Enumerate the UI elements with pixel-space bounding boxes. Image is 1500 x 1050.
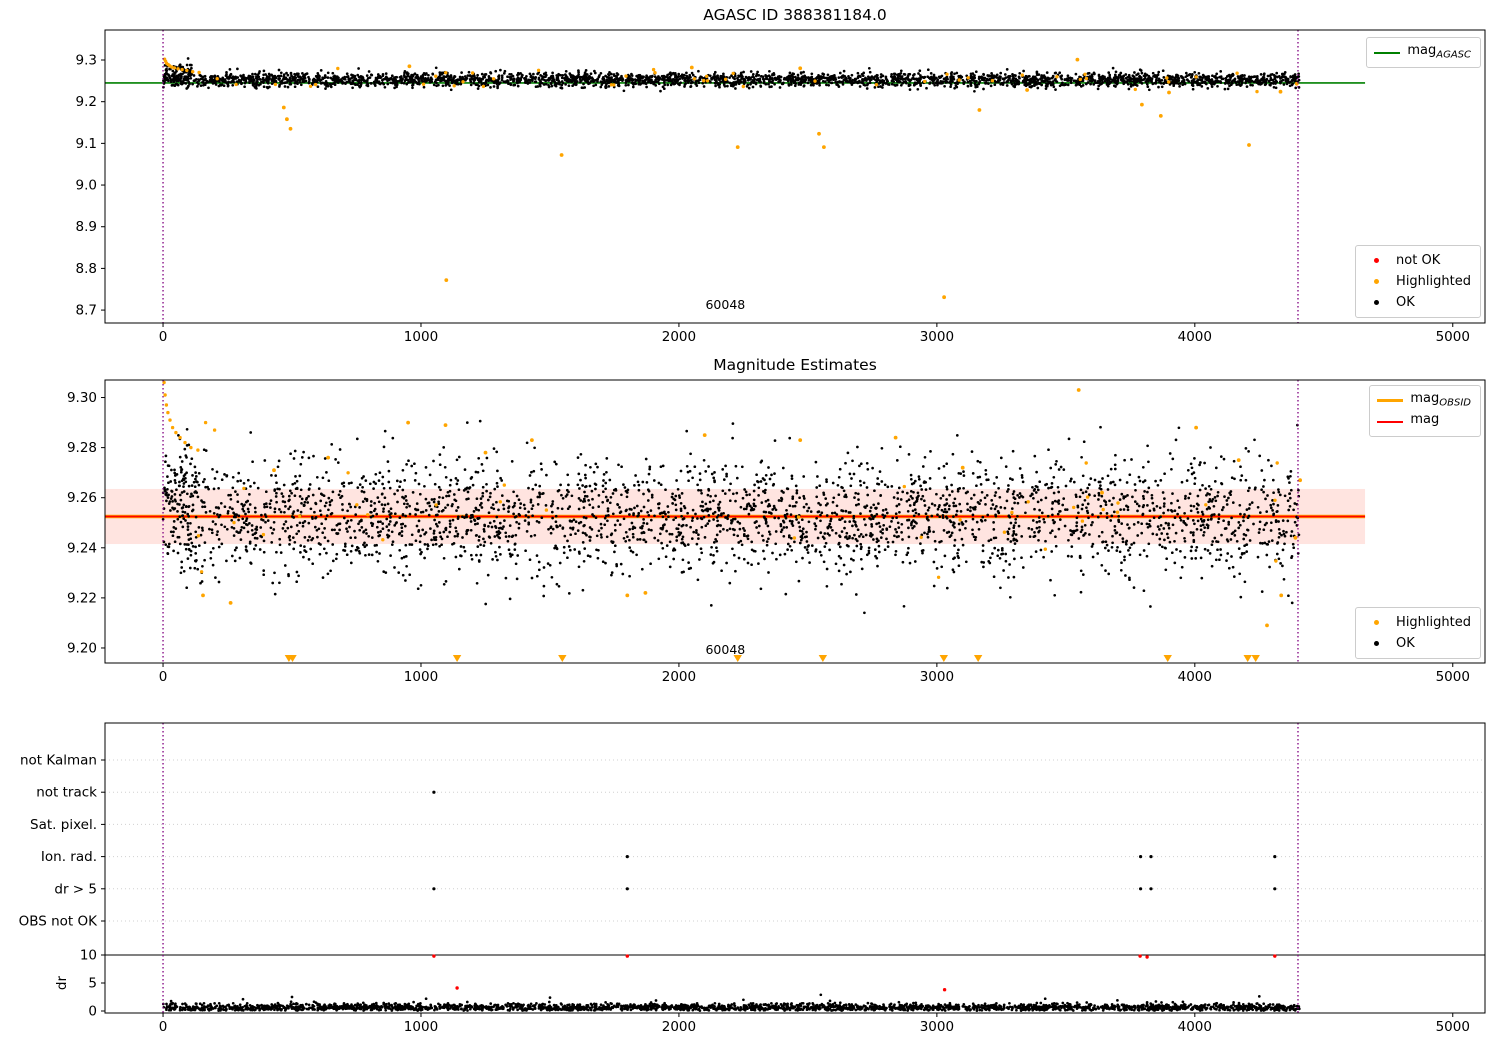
svg-text:9.30: 9.30 xyxy=(67,390,97,406)
legend-label-mag-agasc: magAGASC xyxy=(1407,42,1471,61)
legend-label-mag: mag xyxy=(1410,411,1440,427)
mag-obsid-line-sample xyxy=(1377,399,1404,402)
legend-p2-markers: Highlighted OK xyxy=(1355,607,1481,659)
legend-label-ok-2: OK xyxy=(1396,636,1415,651)
mag-agasc-line-sample xyxy=(1374,51,1401,54)
not-ok-marker-sample xyxy=(1363,258,1389,263)
svg-text:60048: 60048 xyxy=(705,642,745,657)
svg-text:dr: dr xyxy=(54,975,70,990)
svg-text:3000: 3000 xyxy=(920,669,954,685)
legend-label-mag-obsid: magOBSID xyxy=(1410,390,1471,409)
svg-text:9.1: 9.1 xyxy=(76,136,97,152)
highlighted-marker-sample xyxy=(1363,279,1389,284)
svg-text:1000: 1000 xyxy=(404,329,438,345)
svg-text:9.2: 9.2 xyxy=(76,94,97,110)
svg-text:0: 0 xyxy=(159,1019,168,1035)
mag-line-sample xyxy=(1377,420,1404,423)
svg-text:4000: 4000 xyxy=(1178,329,1212,345)
svg-text:5000: 5000 xyxy=(1436,329,1470,345)
svg-text:5000: 5000 xyxy=(1436,1019,1470,1035)
highlighted-marker-sample-2 xyxy=(1363,620,1389,625)
legend-entry-highlighted: Highlighted xyxy=(1363,271,1471,292)
svg-text:3000: 3000 xyxy=(920,1019,954,1035)
svg-text:not Kalman: not Kalman xyxy=(20,753,97,769)
svg-text:Ion. rad.: Ion. rad. xyxy=(41,849,97,865)
svg-text:3000: 3000 xyxy=(920,329,954,345)
legend-label-not-ok: not OK xyxy=(1396,253,1441,268)
svg-text:5: 5 xyxy=(88,976,97,992)
legend-label-highlighted-2: Highlighted xyxy=(1396,615,1471,630)
svg-text:8.8: 8.8 xyxy=(76,261,97,277)
svg-text:0: 0 xyxy=(159,329,168,345)
svg-text:not track: not track xyxy=(36,785,97,801)
legend-mag-agasc: magAGASC xyxy=(1366,37,1481,68)
svg-text:10: 10 xyxy=(80,948,97,964)
svg-text:4000: 4000 xyxy=(1178,669,1212,685)
svg-text:OBS not OK: OBS not OK xyxy=(19,914,99,930)
svg-text:9.0: 9.0 xyxy=(76,178,97,194)
svg-text:4000: 4000 xyxy=(1178,1019,1212,1035)
svg-text:2000: 2000 xyxy=(662,669,696,685)
svg-text:8.7: 8.7 xyxy=(76,303,97,319)
svg-text:9.26: 9.26 xyxy=(67,490,97,506)
ok-marker-sample-2 xyxy=(1363,641,1389,646)
legend-label-highlighted: Highlighted xyxy=(1396,274,1471,289)
legend-p2-lines: magOBSID mag xyxy=(1369,385,1481,437)
svg-text:60048: 60048 xyxy=(705,297,745,312)
svg-text:Magnitude Estimates: Magnitude Estimates xyxy=(713,356,877,374)
legend-entry-ok-2: OK xyxy=(1363,633,1471,654)
legend-entry-ok: OK xyxy=(1363,292,1471,313)
svg-text:1000: 1000 xyxy=(404,1019,438,1035)
legend-entry-mag-agasc: magAGASC xyxy=(1374,42,1471,63)
svg-text:9.28: 9.28 xyxy=(67,440,97,456)
legend-entry-mag: mag xyxy=(1377,411,1471,432)
legend-p1-markers: not OK Highlighted OK xyxy=(1355,245,1481,318)
legend-entry-not-ok: not OK xyxy=(1363,250,1471,271)
svg-text:9.22: 9.22 xyxy=(67,590,97,606)
ok-marker-sample xyxy=(1363,300,1389,305)
svg-text:dr > 5: dr > 5 xyxy=(54,881,97,897)
svg-text:2000: 2000 xyxy=(662,1019,696,1035)
legend-label-ok: OK xyxy=(1396,295,1415,310)
svg-text:1000: 1000 xyxy=(404,669,438,685)
svg-text:9.3: 9.3 xyxy=(76,53,97,69)
svg-text:9.24: 9.24 xyxy=(67,540,97,556)
legend-entry-mag-obsid: magOBSID xyxy=(1377,390,1471,411)
svg-text:Sat. pixel.: Sat. pixel. xyxy=(30,817,97,833)
svg-text:0: 0 xyxy=(88,1004,97,1020)
svg-text:8.9: 8.9 xyxy=(76,219,97,235)
svg-text:5000: 5000 xyxy=(1436,669,1470,685)
svg-text:2000: 2000 xyxy=(662,329,696,345)
svg-text:0: 0 xyxy=(159,669,168,685)
svg-text:AGASC ID 388381184.0: AGASC ID 388381184.0 xyxy=(703,6,887,24)
svg-text:9.20: 9.20 xyxy=(67,640,97,656)
legend-entry-highlighted-2: Highlighted xyxy=(1363,612,1471,633)
